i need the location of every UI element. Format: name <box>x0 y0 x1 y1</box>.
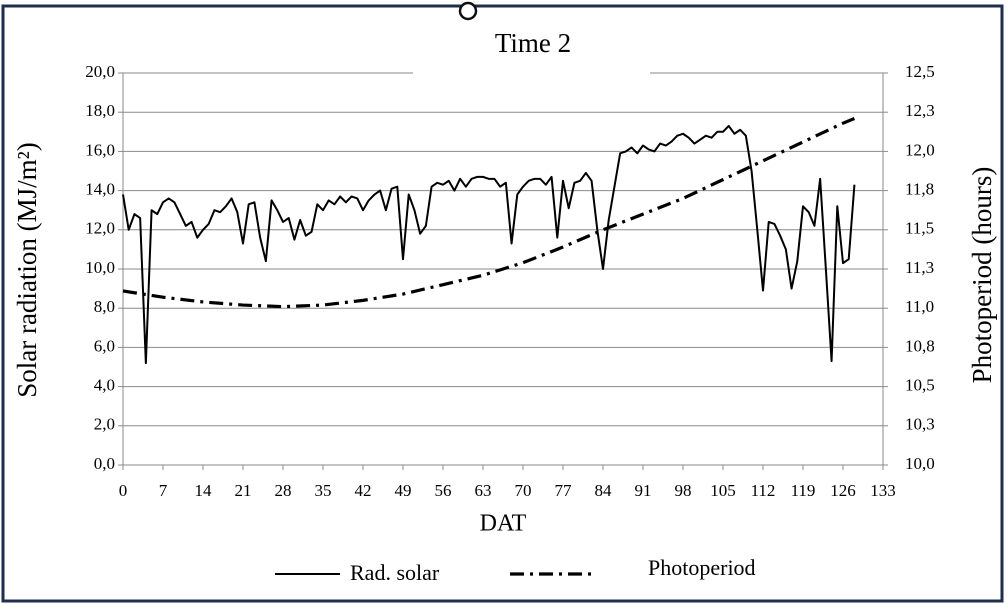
x-tick-label: 14 <box>195 481 213 500</box>
y2-tick-label: 10,3 <box>905 415 935 434</box>
y-tick-label: 4,0 <box>94 376 115 395</box>
series-line <box>122 124 856 365</box>
y-tick-label: 12,0 <box>85 219 115 238</box>
y-tick-label: 14,0 <box>85 180 115 199</box>
y-tick-label: 2,0 <box>94 415 115 434</box>
frame <box>1 4 1004 603</box>
x-tick-label: 0 <box>119 481 128 500</box>
y2-tick-label: 11,3 <box>905 258 934 277</box>
legend-label: Photoperiod <box>648 555 756 580</box>
x-tick-label: 133 <box>870 481 896 500</box>
x-tick-label: 126 <box>830 481 856 500</box>
x-tick-label: 7 <box>159 481 168 500</box>
x-tick-label: 35 <box>315 481 332 500</box>
handle <box>458 1 478 21</box>
y2-tick-label: 12,5 <box>905 62 935 81</box>
x-axis-label: DAT <box>480 511 527 537</box>
x-tick-label: 21 <box>235 481 252 500</box>
y-tick-label: 20,0 <box>85 62 115 81</box>
series-line <box>122 116 856 309</box>
x-tick-label: 119 <box>791 481 816 500</box>
y2-tick-label: 10,8 <box>905 336 935 355</box>
x-tick-label: 98 <box>675 481 692 500</box>
x-tick-label: 91 <box>635 481 652 500</box>
y2-tick-label: 12,3 <box>905 101 935 120</box>
legend-label: Rad. solar <box>350 560 440 585</box>
x-tick-label: 112 <box>751 481 776 500</box>
x-tick-label: 70 <box>515 481 532 500</box>
y-axis-label: Solar radiation (MJ/m²) <box>12 142 42 398</box>
title-backdrop <box>413 68 650 78</box>
x-tick-label: 56 <box>435 481 452 500</box>
y-tick-label: 16,0 <box>85 140 115 159</box>
y2-tick-label: 11,5 <box>905 219 934 238</box>
x-tick-label: 49 <box>395 481 412 500</box>
x-tick-label: 77 <box>555 481 573 500</box>
plot-area: 0,0 2,0 4,0 6,0 8,0 10,0 12,0 14,0 16,0 18,0 20,0 1… <box>85 62 935 585</box>
y2-tick-label: 10,0 <box>905 454 935 473</box>
x-tick-label: 105 <box>710 481 736 500</box>
chart-title: Time 2 <box>495 28 571 58</box>
y2-tick-label: 12,0 <box>905 140 935 159</box>
y2-tick-label: 10,5 <box>905 376 935 395</box>
y-tick-label: 8,0 <box>94 297 115 316</box>
x-tick-label: 42 <box>355 481 372 500</box>
y2-axis-label: Photoperiod (hours) <box>967 167 997 384</box>
x-tick-label: 63 <box>475 481 492 500</box>
y-tick-label: 6,0 <box>94 336 115 355</box>
y2-tick-label: 11,8 <box>905 180 934 199</box>
y-tick-label: 10,0 <box>85 258 115 277</box>
y-tick-label: 0,0 <box>94 454 115 473</box>
x-tick-label: 84 <box>595 481 613 500</box>
y2-tick-label: 11,0 <box>905 297 934 316</box>
x-tick-label: 28 <box>275 481 292 500</box>
y-tick-label: 18,0 <box>85 101 115 120</box>
